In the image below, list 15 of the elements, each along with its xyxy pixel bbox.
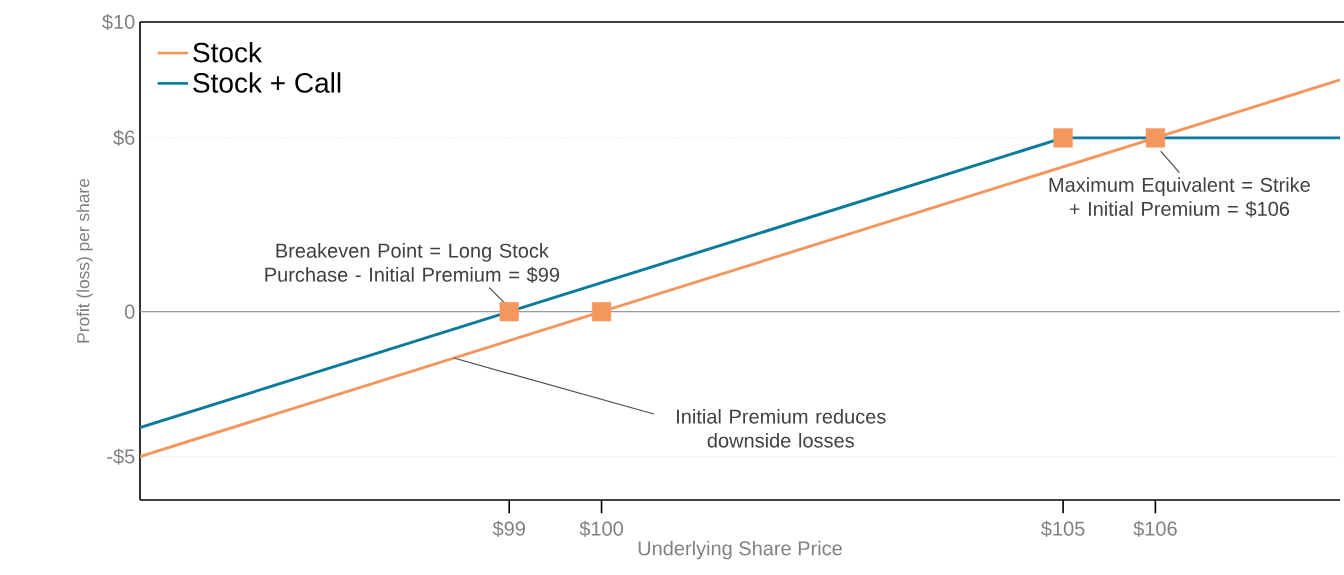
x-tick-label: $105: [1041, 520, 1085, 537]
y-axis-title: Profit (loss) per share: [76, 178, 93, 343]
legend-label: Stock + Call: [193, 72, 341, 93]
y-tick-label: -$5: [107, 448, 135, 465]
annotation: Initial Premium reduces downside losses: [677, 408, 886, 448]
x-axis-title: Underlying Share Price: [638, 540, 842, 560]
y-tick-label: $10: [102, 13, 135, 31]
legend-label: Stock: [193, 41, 263, 63]
x-tick-label: $106: [1133, 520, 1177, 537]
y-tick-label: $6: [113, 129, 135, 146]
y-tick-label: 0: [124, 304, 135, 319]
annotation: Breakeven Point = Long Stock Purchase - Initial Premium = $99: [265, 243, 560, 283]
x-tick-label: $99: [492, 520, 525, 537]
annotation: Maximum Equivalent = Strike + Initial Premium = $106: [1049, 177, 1310, 218]
x-tick-label: $100: [579, 520, 623, 537]
